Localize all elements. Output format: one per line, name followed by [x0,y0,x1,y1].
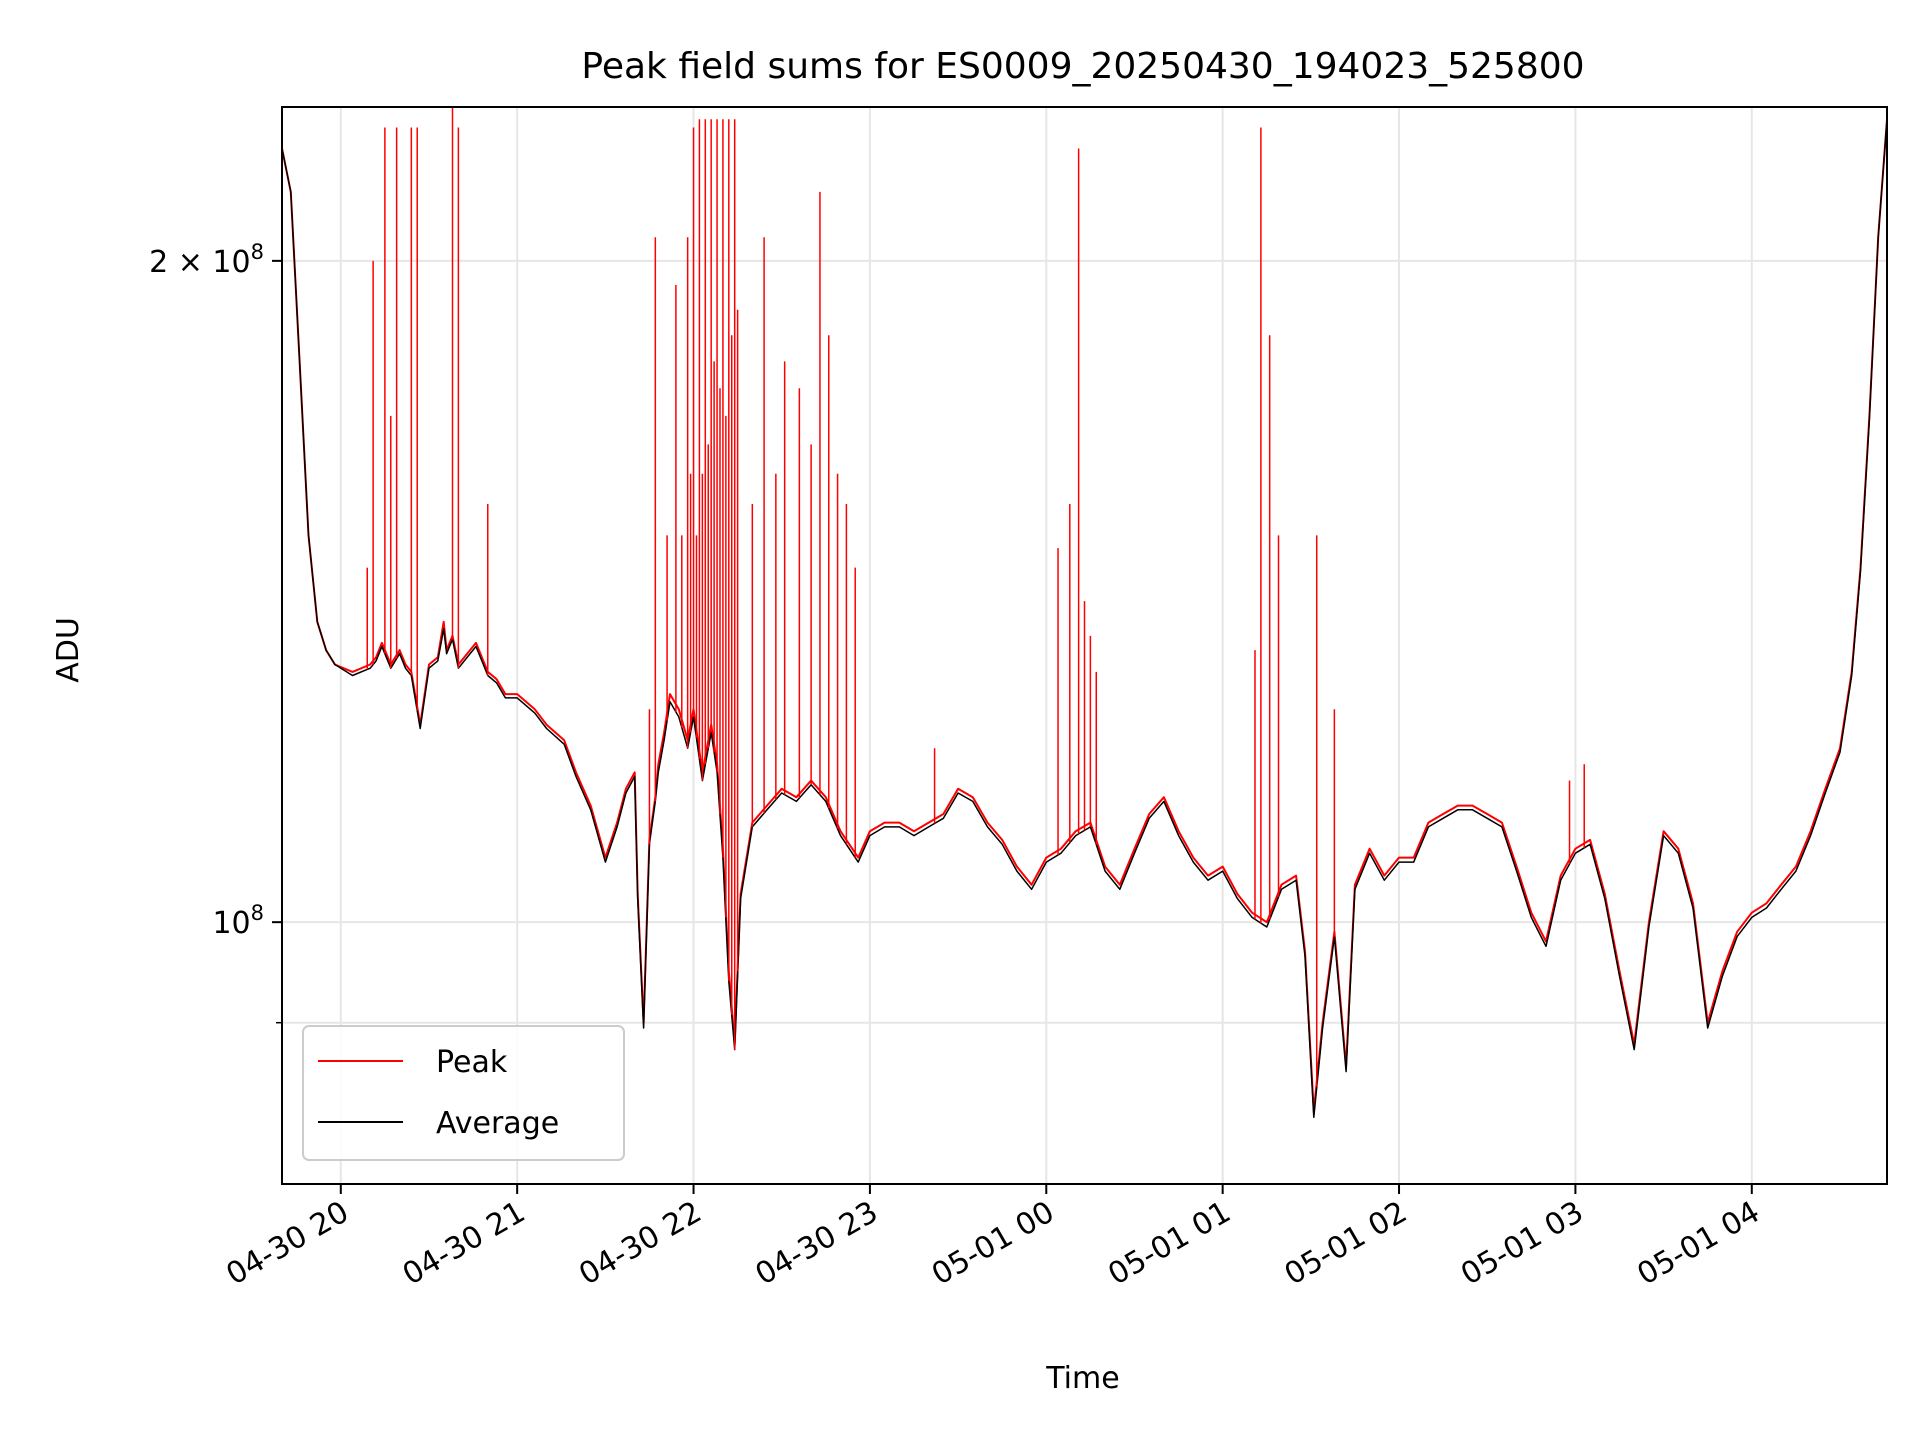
plot-frame [281,106,1888,1185]
y-tick-label: 2 × 108 [149,240,264,280]
x-axis-label: Time [1045,1361,1119,1396]
series-layer [282,107,1887,1119]
y-axis-ticks: 108 2 × 108 [149,240,282,1024]
legend-label-average: Average [436,1106,559,1141]
series-line-peak [282,119,1887,1113]
legend: Peak Average [302,1025,625,1161]
chart-title: Peak field sums for ES0009_20250430_1940… [581,46,1584,87]
y-axis-label: ADU [51,617,86,683]
series-line-average [282,119,1887,1119]
y-tick-label: 108 [212,901,264,941]
legend-box [302,1025,625,1161]
legend-label-peak: Peak [436,1045,508,1080]
